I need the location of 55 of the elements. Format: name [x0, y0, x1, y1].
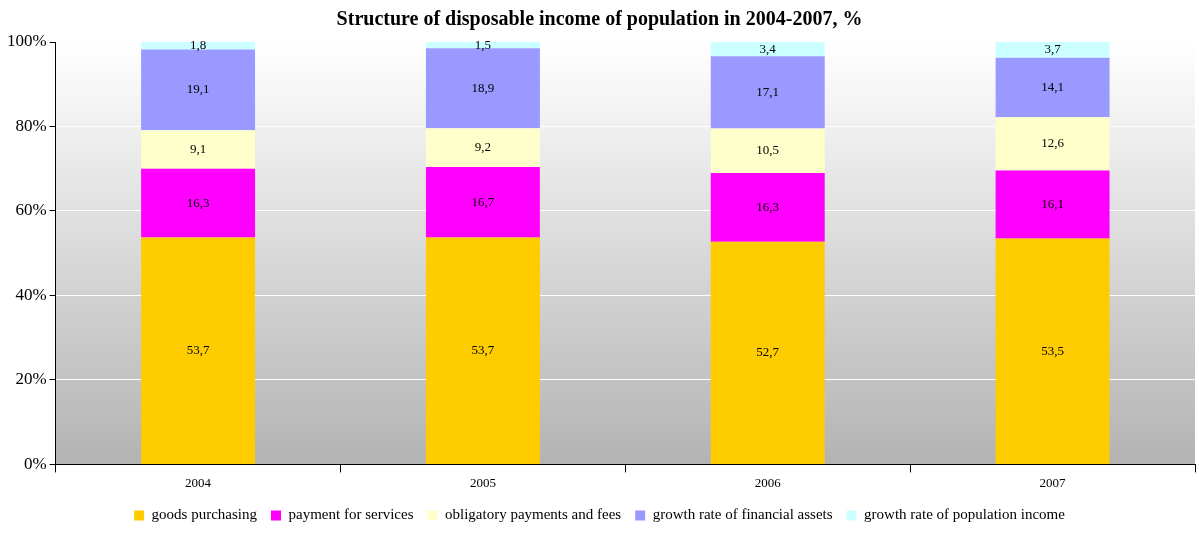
x-tick-label: 2006 — [754, 474, 782, 490]
bar — [425, 42, 540, 49]
bar — [141, 168, 256, 238]
bar — [710, 128, 825, 173]
data-label: 12,6 — [1041, 135, 1065, 151]
y-tick-label: 60% — [15, 200, 47, 220]
x-tick-label: 2005 — [469, 474, 496, 490]
bar — [710, 241, 825, 464]
legend-label: growth rate of population income — [864, 506, 1066, 523]
bar — [141, 237, 256, 464]
data-label: 17,1 — [756, 83, 780, 99]
data-label: 10,5 — [756, 142, 780, 158]
x-tick-label: 2004 — [185, 474, 212, 490]
bar — [141, 49, 256, 131]
data-label: 1,5 — [474, 36, 492, 52]
data-label: 53,7 — [471, 342, 495, 358]
bar — [710, 42, 825, 57]
data-label: 18,9 — [471, 79, 495, 95]
y-tick-label: 40% — [15, 284, 47, 304]
data-label: 19,1 — [186, 81, 210, 97]
y-tick-label: 0% — [23, 453, 47, 473]
data-label: 9,2 — [474, 139, 492, 155]
data-label: 52,7 — [756, 344, 780, 360]
bar — [995, 170, 1110, 239]
data-label: 53,7 — [186, 342, 210, 358]
data-label: 1,8 — [189, 37, 207, 53]
bar — [995, 57, 1110, 118]
data-label: 16,3 — [756, 198, 780, 214]
y-tick-label: 100% — [6, 31, 47, 51]
bar — [995, 42, 1110, 58]
bar — [425, 128, 540, 168]
data-label: 16,1 — [1041, 195, 1064, 211]
y-tick-label: 80% — [15, 115, 47, 135]
bar — [425, 237, 540, 464]
bar — [710, 172, 825, 242]
bar — [995, 238, 1110, 464]
data-label: 3,7 — [1044, 41, 1062, 57]
data-label: 16,3 — [186, 194, 210, 210]
data-label: 14,1 — [1041, 78, 1064, 94]
bar — [995, 117, 1110, 171]
chart-title: Structure of disposable income of population in 2004-2007, % — [336, 7, 863, 31]
legend-label: growth rate of financial assets — [652, 506, 833, 523]
legend-label: obligatory payments and fees — [444, 506, 622, 523]
legend-label: goods purchasing — [151, 506, 258, 523]
data-label: 16,7 — [471, 193, 495, 209]
data-label: 9,1 — [189, 140, 207, 156]
bar — [425, 167, 540, 238]
legend-label: payment for services — [288, 506, 414, 523]
bar — [710, 56, 825, 129]
data-label: 3,4 — [759, 40, 777, 56]
data-label: 53,5 — [1041, 342, 1064, 358]
bar — [141, 42, 256, 50]
y-tick-label: 20% — [15, 369, 47, 389]
bar — [141, 130, 256, 169]
x-tick-label: 2007 — [1039, 474, 1067, 490]
